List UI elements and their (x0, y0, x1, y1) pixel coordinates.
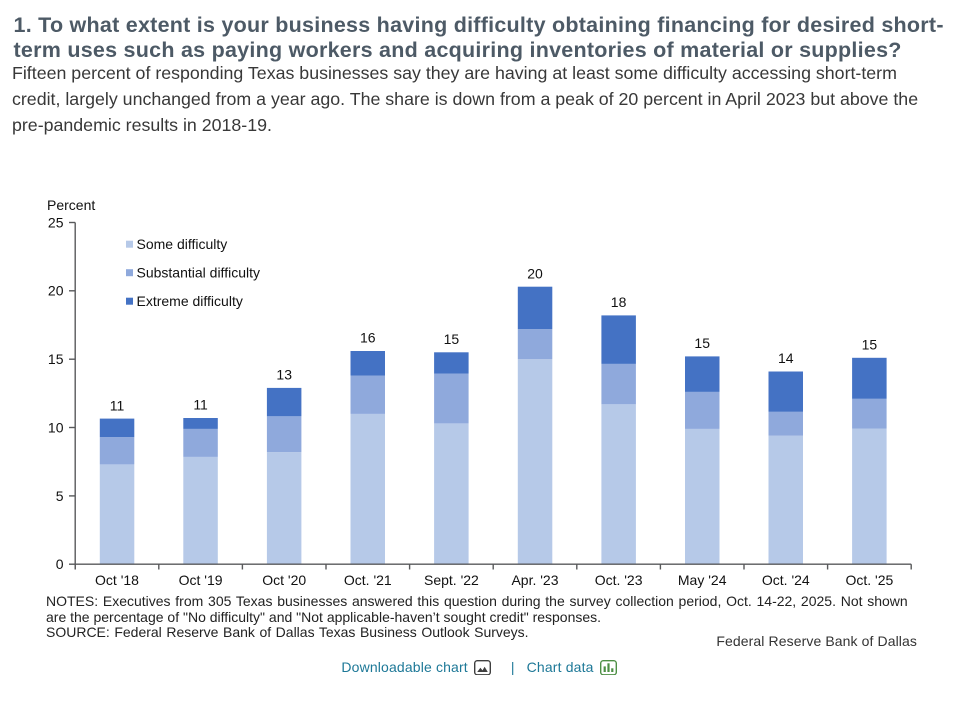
svg-text:Oct '18: Oct '18 (95, 572, 139, 588)
svg-text:Some difficulty: Some difficulty (137, 236, 228, 252)
svg-text:May '24: May '24 (678, 572, 727, 588)
svg-text:0: 0 (56, 556, 64, 572)
svg-text:Percent: Percent (47, 197, 95, 213)
svg-text:16: 16 (360, 330, 376, 346)
svg-text:Oct. '23: Oct. '23 (595, 572, 643, 588)
svg-text:15: 15 (444, 331, 460, 347)
svg-text:11: 11 (193, 397, 208, 413)
svg-text:15: 15 (862, 337, 878, 353)
svg-text:11: 11 (110, 397, 125, 413)
svg-text:Oct. '21: Oct. '21 (344, 572, 392, 588)
svg-text:Oct. '24: Oct. '24 (762, 572, 810, 588)
svg-text:Apr. '23: Apr. '23 (511, 572, 558, 588)
svg-text:18: 18 (611, 294, 627, 310)
svg-text:Oct '19: Oct '19 (179, 572, 223, 588)
svg-text:15: 15 (48, 351, 64, 367)
svg-text:15: 15 (694, 335, 710, 351)
svg-text:Sept. '22: Sept. '22 (424, 572, 479, 588)
svg-text:Substantial difficulty: Substantial difficulty (137, 265, 260, 281)
svg-text:Oct. '25: Oct. '25 (845, 572, 893, 588)
svg-text:25: 25 (48, 214, 64, 230)
svg-text:14: 14 (778, 350, 794, 366)
svg-text:5: 5 (56, 488, 64, 504)
svg-text:Oct '20: Oct '20 (262, 572, 306, 588)
svg-text:13: 13 (276, 367, 292, 383)
svg-text:Extreme difficulty: Extreme difficulty (137, 293, 243, 309)
svg-text:10: 10 (48, 419, 64, 435)
svg-text:20: 20 (48, 283, 64, 299)
svg-text:20: 20 (527, 265, 543, 281)
